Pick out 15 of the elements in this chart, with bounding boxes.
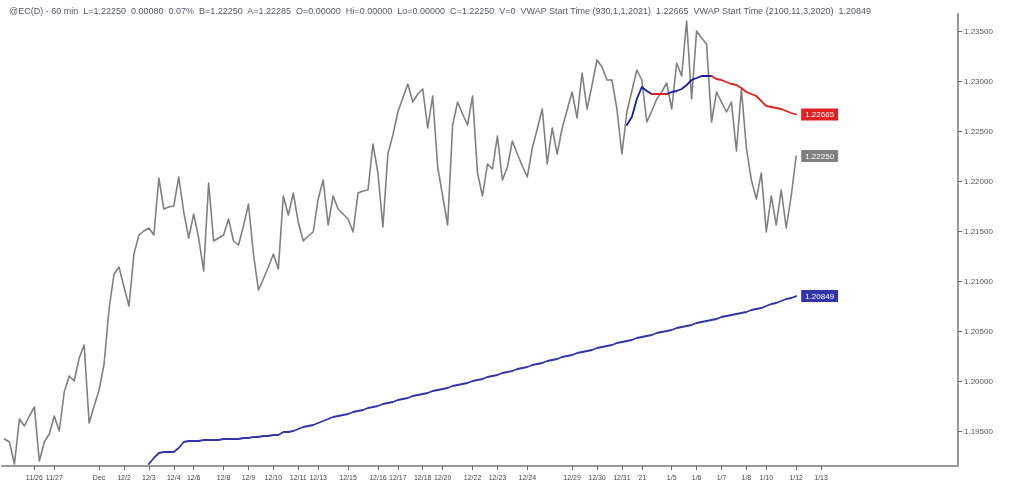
chart-title: @EC(D) - 60 min L=1.22250 0.00080 0.07% B=1.22250 A=1.22285 O=0.00000 Hi=0.00000 Lo=0.00000 C=1.22250 V=0 VWAP Start Time (930,1,1,2021) 1.22665 VWAP Start Time (2100,11,3,2020) 1.20849 <box>9 5 872 16</box>
annotation: 1.20849 <box>805 291 835 301</box>
y-tick-label: 1.19500 <box>964 426 994 436</box>
y-tick-label: 1.21500 <box>964 226 994 236</box>
y-tick-label: 1.20000 <box>964 376 994 386</box>
annotation: 1.22665 <box>805 110 835 119</box>
line-series <box>147 295 798 465</box>
y-tick-label: 1.21000 <box>964 276 994 286</box>
line-series <box>3 20 797 465</box>
y-tick-label: 1.22000 <box>964 176 994 186</box>
y-tick-label: 1.23000 <box>964 76 994 86</box>
y-tick-label: 1.22500 <box>964 126 994 136</box>
y-tick-label: 1.20500 <box>964 326 994 336</box>
y-tick-label: 1.23500 <box>964 26 994 36</box>
annotation: 1.22250 <box>805 151 835 161</box>
